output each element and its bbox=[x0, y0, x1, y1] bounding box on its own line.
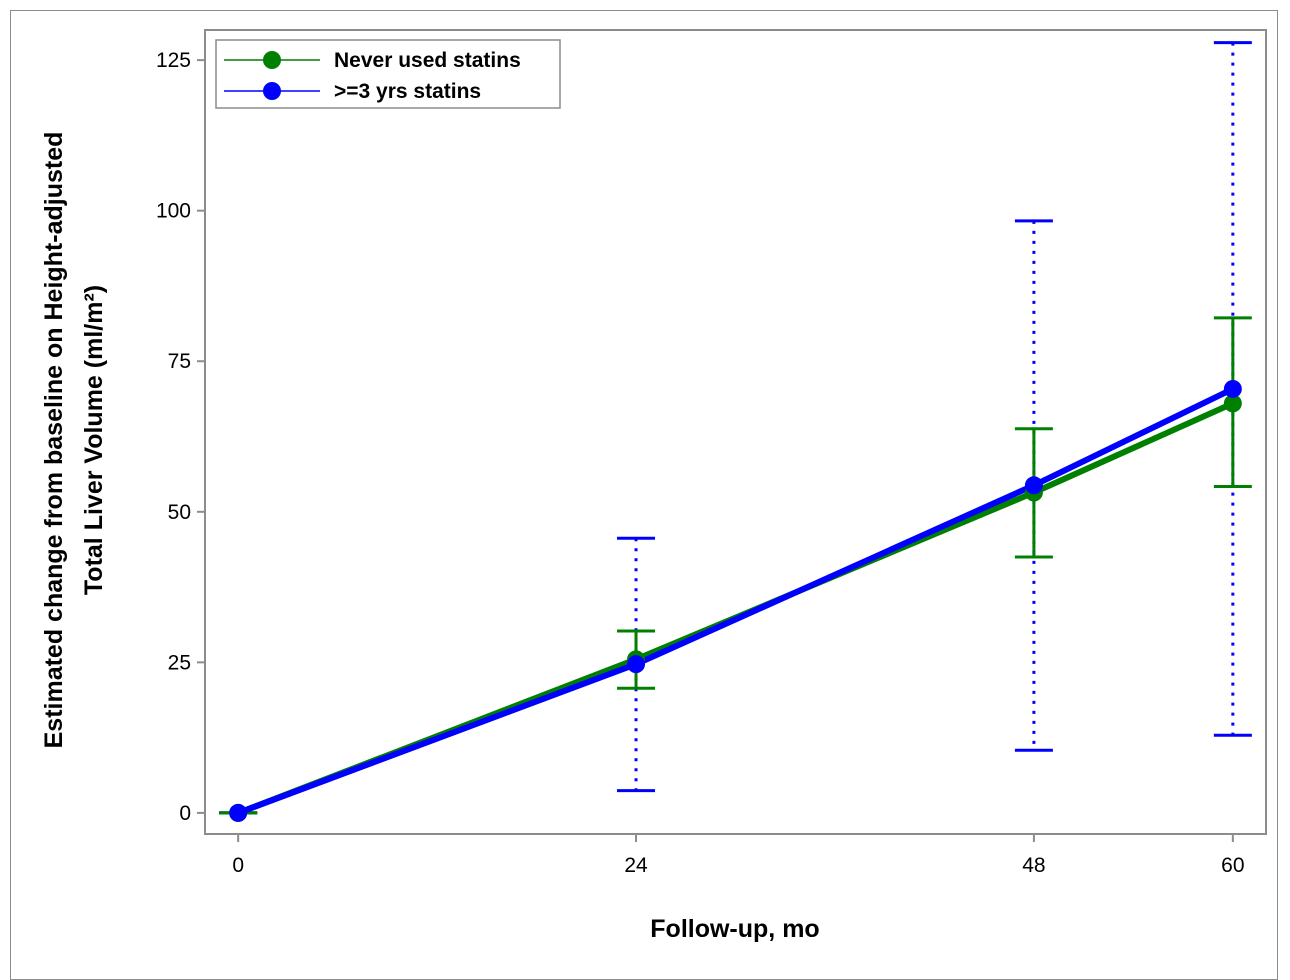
data-point bbox=[1223, 379, 1242, 398]
x-tick-label: 24 bbox=[624, 854, 648, 877]
legend: Never used statins >=3 yrs statins bbox=[215, 39, 561, 109]
axes: 0 25 50 75 100 125 0 24 48 60 bbox=[156, 49, 1245, 877]
data-point bbox=[627, 655, 646, 674]
x-axis-title: Follow-up, mo bbox=[650, 915, 819, 943]
legend-marker bbox=[263, 51, 281, 69]
series-line bbox=[237, 386, 1235, 816]
y-tick-label: 100 bbox=[156, 200, 191, 223]
data-point bbox=[229, 803, 248, 822]
series-points bbox=[229, 379, 1242, 822]
y-tick-label: 0 bbox=[179, 802, 191, 825]
y-tick-label: 125 bbox=[156, 49, 191, 72]
y-axis-title-line1: Estimated change from baseline on Height… bbox=[40, 132, 68, 749]
series-lines bbox=[237, 386, 1235, 816]
y-tick-label: 25 bbox=[168, 651, 191, 674]
y-axis-title-line2: Total Liver Volume (ml/m²) bbox=[80, 285, 108, 595]
error-bars bbox=[219, 41, 1252, 815]
legend-label: >=3 yrs statins bbox=[334, 80, 481, 103]
y-tick-label: 50 bbox=[168, 501, 191, 524]
data-point bbox=[1024, 476, 1043, 495]
figure-frame bbox=[10, 10, 1278, 980]
plot-area bbox=[204, 29, 1267, 835]
y-tick-label: 75 bbox=[168, 350, 191, 373]
x-tick-label: 48 bbox=[1022, 854, 1045, 877]
legend-label: Never used statins bbox=[334, 49, 521, 72]
x-tick-label: 60 bbox=[1221, 854, 1244, 877]
series-line bbox=[237, 400, 1235, 816]
legend-marker bbox=[263, 82, 281, 100]
data-point bbox=[1223, 394, 1242, 413]
x-tick-label: 0 bbox=[232, 854, 244, 877]
